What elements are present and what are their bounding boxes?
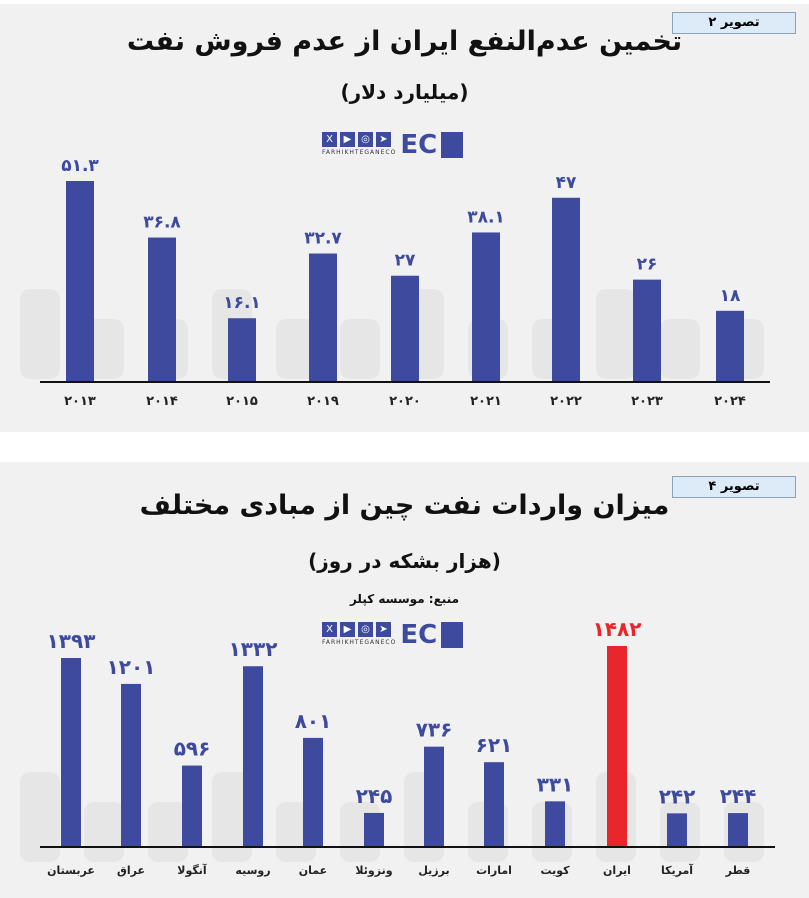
value-label: ۲۴۴ [720,784,757,808]
category-label: ۲۰۱۹ [307,394,339,409]
bar [424,746,444,846]
bar [484,762,504,846]
bar [552,197,580,381]
category-label: ۲۰۲۱ [470,394,502,409]
bar [228,318,256,381]
category-label: آمریکا [661,863,693,877]
value-label: ۱۳۳۲ [229,637,278,661]
bar [148,237,176,381]
value-label: ۳۲.۷ [304,229,342,249]
category-label: برزیل [418,864,449,877]
value-label: ۱۸ [720,286,741,306]
social-icons: X ▶ ◎ ➤ [322,622,396,637]
x-icon: X [322,132,337,147]
instagram-icon: ◎ [358,132,373,147]
category-label: ۲۰۲۴ [714,394,746,409]
category-label: ونزوئلا [355,864,392,877]
figure-label: تصویر ۲ [672,12,796,34]
x-icon: X [322,622,337,637]
watermark-shape [84,802,124,862]
value-label: ۲۶ [637,255,658,275]
instagram-icon: ◎ [358,622,373,637]
logo-social: X ▶ ◎ ➤ FARHIKHTEGANECO [322,132,396,157]
chart-subtitle: (هزار بشکه در روز) [308,549,501,573]
category-label: کویت [540,864,570,877]
telegram-icon: ➤ [376,132,391,147]
value-label: ۳۸.۱ [467,207,505,227]
bar [364,812,384,846]
bar [472,232,500,381]
category-label: ۲۰۱۵ [226,394,258,409]
category-label: ۲۰۲۰ [389,394,421,409]
category-label: روسیه [235,864,270,877]
category-label: ایران [603,864,631,877]
category-label: عمان [299,864,327,877]
bar [303,737,323,846]
category-label: قطر [725,864,751,877]
category-label: ۲۰۱۴ [146,394,178,409]
category-label: عربستان [47,864,95,877]
brand-handle: FARHIKHTEGANECO [322,149,397,156]
value-label: ۲۴۲ [659,784,696,808]
bar [243,666,263,846]
figure-label: تصویر ۴ [672,476,796,498]
logo-ec: EC [400,130,438,160]
value-label: ۱۶.۱ [223,293,261,313]
value-label: ۱۳۹۳ [47,629,96,653]
watermark-shape [660,319,700,379]
bar [633,279,661,381]
bar [309,253,337,381]
value-label: ۲۷ [395,251,416,271]
bar [66,181,94,381]
bar [728,813,748,846]
value-label: ۳۳۱ [537,772,574,796]
logo-social: X ▶ ◎ ➤ FARHIKHTEGANECO [322,622,396,647]
social-icons: X ▶ ◎ ➤ [322,132,396,147]
category-label: ۲۰۲۳ [631,394,663,409]
bar [182,765,202,846]
logo-mark [441,132,464,158]
bar [667,813,687,846]
category-label: آنگولا [177,863,207,877]
logo-ec: EC [400,620,438,650]
chart-source: منبع: موسسه کپلر [349,592,460,606]
value-label: ۲۴۵ [356,784,393,808]
value-label: ۸۰۱ [295,709,332,733]
watermark-shape [148,802,188,862]
brand-logo: X ▶ ◎ ➤ FARHIKHTEGANECO EC [322,620,464,650]
bar [391,275,419,381]
chart-title: تخمین عدم‌النفع ایران از عدم فروش نفت [126,26,683,57]
value-label: ۶۲۱ [476,733,513,757]
youtube-icon: ▶ [340,622,355,637]
value-label: ۵۱.۳ [61,156,99,176]
chart-title: میزان واردات نفت چین از مبادی مختلف [139,490,670,521]
brand-handle: FARHIKHTEGANECO [322,639,397,646]
bar [545,801,565,846]
category-label: ۲۰۱۳ [64,394,96,409]
bar [121,683,141,846]
watermark-shape [340,319,380,379]
value-label: ۱۲۰۱ [107,655,156,679]
value-label: ۱۴۸۲ [593,617,642,641]
watermark-shape [596,289,636,379]
value-label: ۵۹۶ [174,737,211,761]
category-label: امارات [476,864,512,877]
value-label: ۳۶.۸ [143,213,181,233]
watermark-shape [20,289,60,379]
value-label: ۴۷ [556,173,577,193]
value-label: ۷۳۶ [416,718,453,742]
bar [607,646,627,846]
bar [61,658,81,846]
youtube-icon: ▶ [340,132,355,147]
category-label: عراق [117,864,145,877]
telegram-icon: ➤ [376,622,391,637]
bar [716,310,744,381]
chart-subtitle: (میلیارد دلار) [340,80,469,104]
category-label: ۲۰۲۲ [550,394,582,409]
logo-mark [441,622,464,648]
brand-logo: X ▶ ◎ ➤ FARHIKHTEGANECO EC [322,130,464,160]
